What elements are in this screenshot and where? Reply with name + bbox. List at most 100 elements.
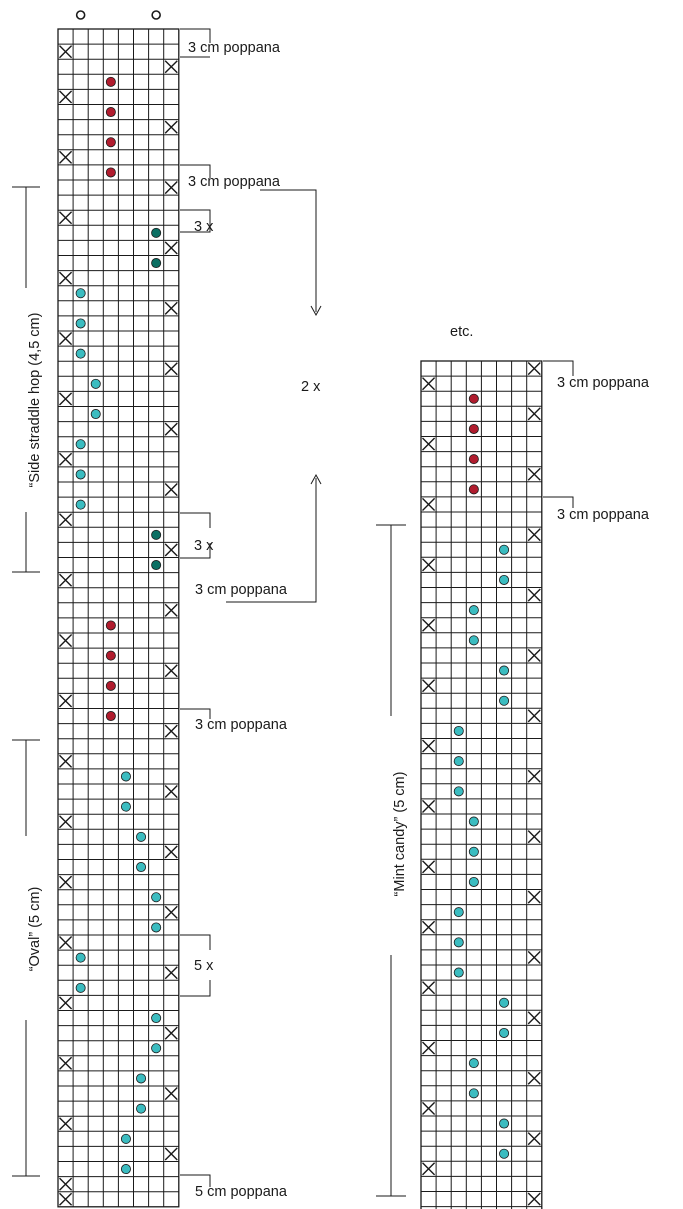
x-mark-icon xyxy=(164,845,178,859)
repeat-bracket xyxy=(180,209,211,233)
repeat-arrow-down xyxy=(260,189,317,312)
x-mark-icon xyxy=(59,754,73,768)
x-mark-icon xyxy=(59,392,73,406)
x-mark-icon xyxy=(164,483,178,497)
bead-dot-light-teal xyxy=(90,409,101,420)
x-mark-icon xyxy=(527,1011,541,1025)
poppana-bracket xyxy=(543,496,574,508)
arrow-head-icon xyxy=(310,473,322,485)
section-bracket xyxy=(12,739,40,1177)
bead-dot-light-teal xyxy=(453,725,464,736)
bead-dot-red xyxy=(468,454,479,465)
x-mark-icon xyxy=(59,1192,73,1206)
bead-dot-light-teal xyxy=(120,1133,131,1144)
bead-dot-light-teal xyxy=(499,665,510,676)
x-mark-icon xyxy=(527,769,541,783)
bead-dot-light-teal xyxy=(151,1013,162,1024)
ring-marker-icon xyxy=(151,10,161,20)
x-mark-icon xyxy=(422,1101,436,1115)
bead-dot-light-teal xyxy=(468,816,479,827)
x-mark-icon xyxy=(422,437,436,451)
bead-dot-dark-teal xyxy=(151,227,162,238)
repeat-label-2x: 2 x xyxy=(301,379,321,395)
x-mark-icon xyxy=(59,815,73,829)
poppana-label: 3 cm poppana xyxy=(557,507,650,523)
poppana-label: 3 cm poppana xyxy=(557,375,650,391)
bead-dot-red xyxy=(105,76,116,87)
x-mark-icon xyxy=(164,1026,178,1040)
bead-dot-light-teal xyxy=(499,574,510,585)
x-mark-icon xyxy=(422,558,436,572)
x-mark-icon xyxy=(164,603,178,617)
bead-dot-light-teal xyxy=(151,892,162,903)
x-mark-icon xyxy=(164,785,178,799)
arrow-head-icon xyxy=(310,305,322,317)
bead-dot-light-teal xyxy=(75,499,86,510)
repeat-bracket xyxy=(180,512,211,528)
x-mark-icon xyxy=(164,181,178,195)
bead-dot-light-teal xyxy=(136,1103,147,1114)
bead-dot-light-teal xyxy=(151,922,162,933)
x-mark-icon xyxy=(59,332,73,346)
x-mark-icon xyxy=(527,1071,541,1085)
x-mark-icon xyxy=(527,830,541,844)
x-mark-icon xyxy=(422,618,436,632)
x-mark-icon xyxy=(422,1041,436,1055)
bead-dot-light-teal xyxy=(499,1027,510,1038)
x-mark-icon xyxy=(164,241,178,255)
x-mark-icon xyxy=(527,648,541,662)
x-mark-icon xyxy=(59,634,73,648)
x-mark-icon xyxy=(59,150,73,164)
bead-dot-light-teal xyxy=(120,1164,131,1175)
bead-dot-red xyxy=(105,711,116,722)
ring-marker-icon xyxy=(75,10,86,20)
x-mark-icon xyxy=(164,543,178,557)
section-bracket xyxy=(12,186,40,573)
repeat-bracket xyxy=(180,934,211,950)
x-mark-icon xyxy=(422,497,436,511)
bead-dot-light-teal xyxy=(136,862,147,873)
x-mark-icon xyxy=(59,271,73,285)
left-pattern-grid xyxy=(57,10,180,1208)
bead-dot-light-teal xyxy=(453,937,464,948)
x-mark-icon xyxy=(59,936,73,950)
x-mark-icon xyxy=(59,1056,73,1070)
poppana-label: 3 cm poppana xyxy=(195,582,288,598)
x-mark-icon xyxy=(59,45,73,59)
bead-dot-light-teal xyxy=(499,544,510,555)
bead-dot-red xyxy=(105,650,116,661)
x-mark-icon xyxy=(527,407,541,421)
bead-dot-red xyxy=(468,393,479,404)
repeat-arrow-up xyxy=(226,478,317,603)
poppana-bracket xyxy=(180,28,211,43)
bead-dot-light-teal xyxy=(75,318,86,329)
bead-dot-light-teal xyxy=(453,967,464,978)
x-mark-icon xyxy=(164,362,178,376)
bead-dot-light-teal xyxy=(453,907,464,918)
right-pattern-grid xyxy=(420,360,543,1209)
bead-dot-light-teal xyxy=(90,378,101,389)
repeat-label: 3 x xyxy=(194,538,214,554)
bead-dot-light-teal xyxy=(75,288,86,299)
x-mark-icon xyxy=(59,90,73,104)
x-mark-icon xyxy=(164,1147,178,1161)
poppana-label: 3 cm poppana xyxy=(195,717,288,733)
poppana-label: 5 cm poppana xyxy=(195,1184,288,1200)
x-mark-icon xyxy=(422,739,436,753)
bead-dot-red xyxy=(105,680,116,691)
bead-dot-red xyxy=(105,167,116,178)
right-annotations: etc. 3 cm poppana 3 cm poppana “Mint can… xyxy=(376,324,650,1197)
x-mark-icon xyxy=(527,467,541,481)
x-mark-icon xyxy=(59,211,73,225)
bead-dot-light-teal xyxy=(468,1058,479,1069)
bead-dot-light-teal xyxy=(136,831,147,842)
poppana-label: 3 cm poppana xyxy=(188,174,281,190)
bead-dot-red xyxy=(468,484,479,495)
bead-dot-light-teal xyxy=(468,1088,479,1099)
x-mark-icon xyxy=(422,799,436,813)
x-mark-icon xyxy=(422,860,436,874)
bead-dot-light-teal xyxy=(120,771,131,782)
repeat-label: 5 x xyxy=(194,958,214,974)
x-mark-icon xyxy=(164,664,178,678)
section-bracket xyxy=(376,524,406,1197)
